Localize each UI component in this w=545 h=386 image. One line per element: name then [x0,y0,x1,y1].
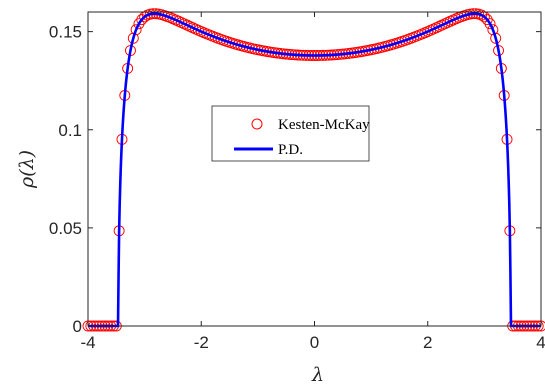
y-tick-label: 0 [73,317,82,336]
legend-label-pd: P.D. [278,142,303,158]
axis-tick-labels: -4 -2 0 2 4 0 0.05 0.1 0.15 [49,23,545,352]
y-tick-label: 0.15 [49,23,82,42]
y-axis-label: ρ(λ) [16,150,38,189]
axis-ticks [87,12,542,327]
legend-label-kesten-mckay: Kesten-McKay [278,117,370,133]
legend-box [211,105,370,162]
kesten-mckay-point [487,24,499,36]
x-tick-label: 4 [536,333,545,352]
x-tick-label: -2 [194,333,209,352]
x-tick-label: 0 [310,333,319,352]
y-tick-label: 0.05 [49,219,82,238]
legend-marker-kesten-mckay [251,118,263,130]
kesten-mckay-point [130,24,142,36]
kesten-mckay-point [484,18,496,30]
y-tick-label: 0.1 [58,121,82,140]
x-tick-label: 2 [423,333,432,352]
pd-series [88,12,541,328]
x-axis-label: λ [311,364,324,386]
x-tick-label: -4 [80,333,95,352]
legend: Kesten-McKay P.D. [211,105,370,162]
pd-line [88,12,541,328]
plot-area [88,12,541,326]
